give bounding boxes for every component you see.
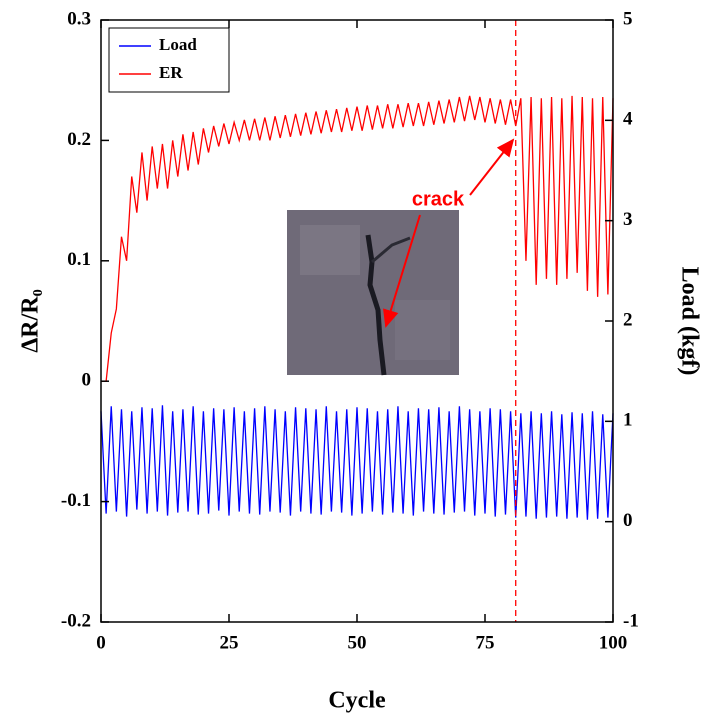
arrow bbox=[469, 138, 515, 196]
y-tick-label: -0.2 bbox=[61, 610, 91, 631]
y-tick-label: -0.1 bbox=[61, 490, 91, 511]
y-tick-label: 0.1 bbox=[67, 249, 91, 270]
x-tick-label: 50 bbox=[348, 632, 367, 653]
legend-label: ER bbox=[159, 63, 183, 82]
y-tick-label: 0 bbox=[82, 370, 92, 391]
crack-inset bbox=[287, 210, 459, 376]
legend-box bbox=[108, 27, 230, 93]
y2-tick-label: 3 bbox=[623, 209, 633, 230]
y-tick-label: 0.3 bbox=[67, 8, 91, 29]
legend-label: Load bbox=[159, 35, 197, 54]
y2-axis-title: Load (kgf) bbox=[676, 267, 702, 376]
y-axis-title: ΔR/R₀ bbox=[18, 289, 44, 353]
x-tick-label: 25 bbox=[220, 632, 239, 653]
y2-tick-label: 5 bbox=[623, 8, 633, 29]
y2-tick-label: 2 bbox=[623, 309, 633, 330]
series-line bbox=[101, 95, 614, 382]
series-line bbox=[100, 405, 614, 520]
y2-tick-label: 0 bbox=[623, 510, 633, 531]
x-tick-label: 100 bbox=[599, 632, 628, 653]
annotation: crack bbox=[412, 188, 465, 210]
y2-tick-label: 4 bbox=[623, 109, 633, 130]
y2-tick-label: 1 bbox=[623, 410, 633, 431]
x-tick-label: 75 bbox=[476, 632, 495, 653]
x-axis-title: Cycle bbox=[328, 688, 386, 714]
x-tick-label: 0 bbox=[96, 632, 106, 653]
y-tick-label: 0.2 bbox=[67, 129, 91, 150]
y2-tick-label: -1 bbox=[623, 610, 639, 631]
arrow bbox=[383, 214, 421, 328]
